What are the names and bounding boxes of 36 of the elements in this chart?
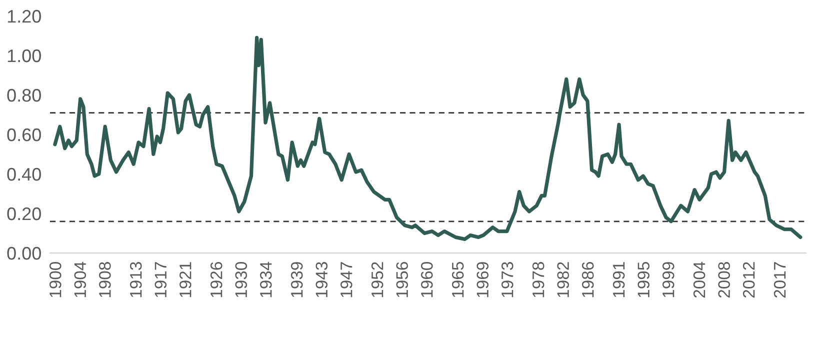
y-tick-label: 1.00 xyxy=(8,49,41,62)
x-tick-label: 1978 xyxy=(532,262,544,298)
x-tick-label: 1913 xyxy=(130,262,142,298)
x-tick-label: 1943 xyxy=(316,262,328,298)
line-series xyxy=(53,36,802,241)
x-tick-label: 1947 xyxy=(340,262,352,298)
x-tick-label: 1900 xyxy=(49,262,62,298)
x-tick-label: 1904 xyxy=(74,262,86,298)
x-tick-label: 1960 xyxy=(420,262,433,298)
x-tick-label: 1930 xyxy=(235,262,248,298)
x-tick-label: 1908 xyxy=(99,262,111,298)
x-tick-label: 1952 xyxy=(371,262,384,298)
y-tick-label: 0.80 xyxy=(7,88,41,102)
y-tick-label: 1.20 xyxy=(8,10,41,23)
x-tick-label: 1991 xyxy=(612,262,625,298)
x-tick-label: 2017 xyxy=(774,262,786,298)
y-tick-label: 0.60 xyxy=(7,128,41,142)
x-tick-label: 2008 xyxy=(718,262,730,298)
x-tick-label: 1926 xyxy=(210,262,222,298)
x-tick-label: 1939 xyxy=(290,262,303,298)
x-tick-label: 1917 xyxy=(154,262,167,298)
x-tick-label: 1995 xyxy=(638,262,650,298)
x-tick-label: 1921 xyxy=(180,262,192,298)
x-tick-label: 1999 xyxy=(662,262,674,298)
y-tick-label: 0.40 xyxy=(7,168,41,181)
y-tick-label: 0.00 xyxy=(7,246,41,260)
x-tick-label: 2004 xyxy=(693,262,706,298)
x-tick-label: 1965 xyxy=(452,262,464,298)
x-tick-label: 1982 xyxy=(557,262,569,298)
x-tick-label: 1956 xyxy=(396,262,408,298)
x-tick-label: 1934 xyxy=(260,262,272,298)
x-tick-label: 1986 xyxy=(582,262,594,298)
x-tick-label: 1973 xyxy=(501,262,514,298)
x-tick-label: 1969 xyxy=(476,262,489,298)
y-tick-label: 0.20 xyxy=(7,207,41,220)
x-tick-label: 2012 xyxy=(742,262,755,298)
